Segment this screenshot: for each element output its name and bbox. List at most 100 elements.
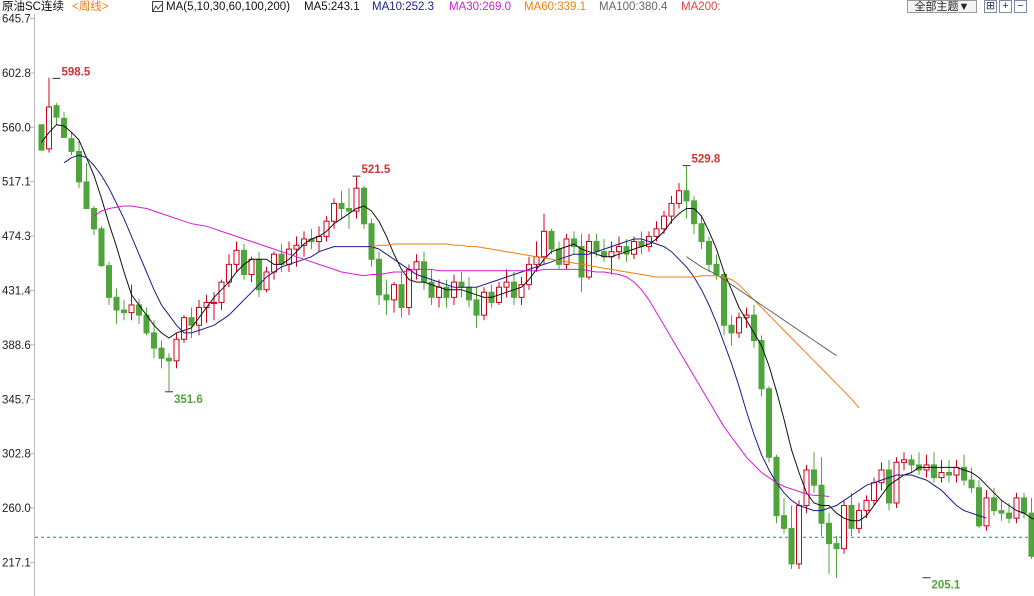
candle bbox=[398, 271, 405, 318]
candle bbox=[91, 205, 97, 236]
candle-body bbox=[421, 261, 427, 283]
candle bbox=[878, 462, 885, 491]
candle-body bbox=[946, 472, 952, 476]
zoom-in-icon[interactable]: + bbox=[999, 0, 1012, 13]
candle-body bbox=[803, 469, 810, 507]
candle bbox=[121, 299, 127, 321]
candle bbox=[728, 315, 735, 346]
candle bbox=[211, 292, 217, 321]
candle-body bbox=[878, 469, 885, 484]
candle-body bbox=[46, 106, 52, 150]
candle-body bbox=[623, 246, 630, 255]
ma200-value: MA200: bbox=[681, 1, 721, 13]
candle bbox=[473, 287, 480, 328]
candle-body bbox=[473, 299, 480, 316]
candle bbox=[968, 467, 975, 493]
candle-body bbox=[481, 291, 487, 316]
ma60-value: MA60:339.1 bbox=[524, 1, 587, 13]
candle bbox=[346, 188, 352, 229]
candle-body bbox=[91, 208, 97, 230]
candle-body bbox=[106, 265, 112, 298]
candle-body bbox=[233, 249, 240, 265]
candle-body bbox=[788, 527, 795, 565]
y-tick-label: 560.0 bbox=[2, 122, 31, 134]
candle-body bbox=[173, 338, 180, 362]
candle bbox=[158, 340, 165, 369]
candle-body bbox=[503, 281, 510, 288]
candle-body bbox=[826, 522, 832, 545]
candle-body bbox=[563, 238, 570, 265]
candle-body bbox=[818, 484, 825, 524]
candle-body bbox=[196, 307, 202, 326]
candle-body bbox=[218, 281, 225, 303]
candle bbox=[481, 287, 487, 321]
candle-body bbox=[991, 497, 997, 512]
candle-body bbox=[413, 261, 420, 270]
candle-body bbox=[83, 181, 90, 210]
ma-label[interactable]: MA(5,10,30,60,100,200) bbox=[166, 1, 291, 13]
candle-body bbox=[398, 284, 405, 309]
y-tick-label: 217.1 bbox=[2, 558, 31, 570]
candle bbox=[173, 332, 180, 369]
chart-type-icon[interactable]: ⊞ bbox=[984, 0, 997, 13]
y-tick-label: 345.7 bbox=[2, 394, 31, 406]
candle bbox=[458, 271, 465, 298]
candle bbox=[421, 251, 427, 290]
candle-body bbox=[691, 200, 697, 225]
candle bbox=[563, 233, 570, 270]
candle bbox=[53, 103, 60, 125]
candle-body bbox=[863, 499, 870, 512]
candle bbox=[661, 211, 667, 234]
extreme-label: 529.8 bbox=[692, 154, 721, 166]
candle-body bbox=[128, 304, 135, 314]
candle bbox=[151, 320, 157, 359]
candle-body bbox=[323, 220, 330, 237]
candle-body bbox=[158, 347, 165, 359]
candle bbox=[98, 226, 105, 267]
extreme-annotations: 598.5 351.6 521.5 529.8 205.1 bbox=[52, 66, 961, 592]
candle bbox=[893, 457, 900, 509]
candle-body bbox=[263, 271, 270, 291]
candle-body bbox=[736, 317, 742, 334]
candle-body bbox=[458, 281, 465, 288]
candle bbox=[998, 500, 1005, 521]
candle bbox=[271, 251, 277, 280]
candle bbox=[181, 315, 187, 344]
ma-settings-icon[interactable] bbox=[152, 1, 163, 12]
candle-body bbox=[766, 388, 772, 458]
period-selector[interactable]: <周线> bbox=[72, 1, 109, 13]
candle-body bbox=[376, 258, 382, 296]
candle bbox=[286, 241, 292, 272]
candle bbox=[848, 492, 855, 536]
candle bbox=[338, 190, 345, 219]
candle-body bbox=[661, 215, 667, 230]
candle-body bbox=[518, 284, 525, 298]
zoom-out-icon[interactable]: − bbox=[1014, 0, 1027, 13]
candle bbox=[436, 279, 442, 308]
candle bbox=[698, 216, 705, 250]
candle-body bbox=[151, 332, 157, 349]
y-tick-label: 602.8 bbox=[2, 68, 31, 80]
candle-body bbox=[631, 241, 637, 255]
candle bbox=[668, 195, 675, 224]
extreme-label: 521.5 bbox=[362, 164, 391, 176]
candle-body bbox=[578, 246, 585, 278]
ma100-line bbox=[686, 256, 837, 357]
theme-dropdown-button[interactable]: 全部主题▼ bbox=[907, 0, 977, 13]
candle-body bbox=[961, 466, 967, 481]
candle bbox=[946, 459, 952, 483]
extreme-label: 205.1 bbox=[932, 580, 961, 592]
candle-body bbox=[1028, 512, 1034, 557]
candle bbox=[653, 221, 660, 242]
y-tick-label: 260.0 bbox=[2, 503, 31, 515]
y-axis-ticks: 645.7 602.8 560.0 517.1 474.3 431.4 388.6 345.7… bbox=[2, 14, 35, 570]
ma5-line bbox=[41, 124, 1034, 522]
candle-body bbox=[241, 249, 247, 276]
candle-body bbox=[773, 456, 780, 517]
candle-body bbox=[346, 208, 352, 212]
candle bbox=[721, 271, 727, 336]
candle-body bbox=[713, 263, 720, 276]
candle-body bbox=[368, 223, 375, 260]
instrument-name[interactable]: 原油SC连续 bbox=[2, 1, 64, 13]
